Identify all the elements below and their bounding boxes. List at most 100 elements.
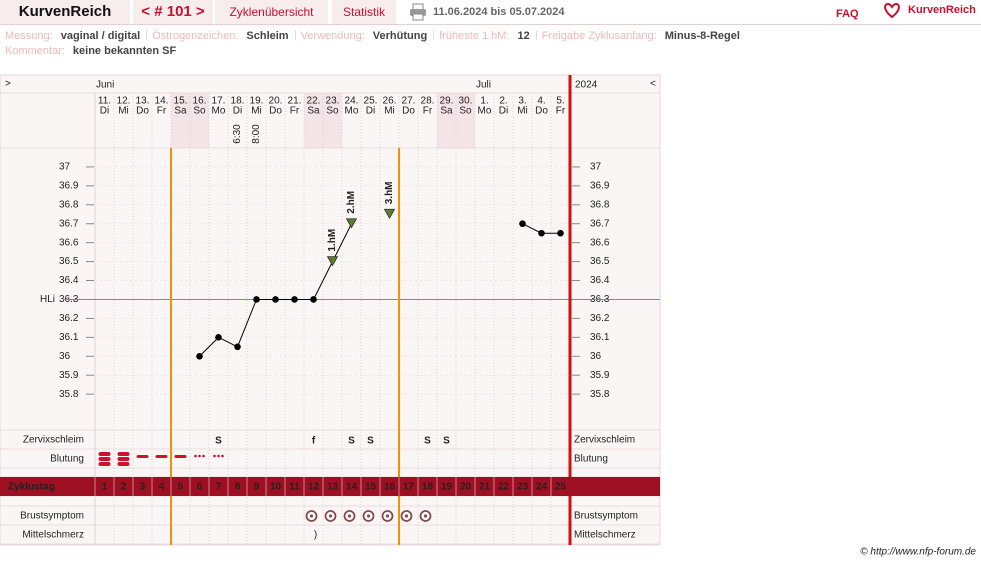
breast-symptom-mark [343,510,356,522]
weekend-shade [190,93,209,148]
bleeding-bar [117,457,130,461]
month-label: Juni [96,80,114,91]
bleeding-dot [202,454,205,458]
mucus-symbol: f [312,436,316,447]
cycle-day: 17 [403,482,415,493]
breast-symptom-mark [324,510,337,522]
y-tick-label: 35.8 [590,389,610,400]
cycle-day: 23 [517,482,529,493]
weekday-label: Mi [118,106,129,117]
info-line: Messung: vaginal / digital Östrogenzeichen… [5,30,746,42]
temperature-point [272,296,279,303]
weekend-shade [304,93,323,148]
info-label: früheste 1.hM: [439,30,510,42]
y-tick-label: 36.4 [590,275,610,286]
info-label: Messung: [5,30,53,42]
peak-marker [383,208,396,220]
top-bar: KurvenReich < # 101 > Zyklenübersicht St… [0,0,981,25]
y-tick-label: 36.5 [590,256,610,267]
weekday-label: Do [402,106,415,117]
nav-left: > [5,79,11,90]
temperature-point [196,352,203,360]
day-label: 4. [537,96,545,107]
info-value: keine bekannten SF [72,45,177,57]
weekday-label: Mi [251,106,262,117]
cycle-day: 6 [197,482,203,493]
day-label: 26. [383,96,397,107]
day-label: 29. [440,96,454,107]
cycle-day: 5 [178,482,184,493]
footer: © http://www.nfp-forum.de [860,547,976,558]
temperature-point [291,296,298,303]
y-tick-label: 36.9 [590,181,610,192]
cycle-day: 13 [327,482,339,493]
info-label: Östrogenzeichen: [152,30,239,42]
weekday-label: Mo [345,106,359,117]
cycle-day: 11 [289,482,300,493]
row-label: Brustsymptom [574,511,638,522]
chart-background [0,74,661,546]
weekend-shade [437,93,456,148]
weekday-label: Mo [478,106,492,117]
y-tick-label: 36.5 [59,256,79,267]
symptom-dot [309,514,314,518]
weekday-label: Sa [174,106,187,117]
temperature-point [234,343,241,351]
symptom-dot [423,514,428,518]
weekday-label: Fr [556,106,566,117]
temperature-point [557,229,564,237]
tab[interactable]: Statistik [332,0,396,24]
day-label: 17. [212,96,226,107]
bleeding-mark [136,455,149,458]
bleeding-bar [155,455,168,458]
weekday-label: Sa [307,106,320,117]
weekend-shade [171,93,190,148]
y-tick-label: 36.4 [59,275,79,286]
mucus-symbol: S [348,436,355,447]
faq-link[interactable]: FAQ [836,8,859,20]
day-label: 19. [250,96,264,107]
info-value: Minus-8-Regel [664,30,740,42]
bleeding-bar [117,452,130,456]
cycle-day: 8 [235,482,241,493]
cycle-nav[interactable]: < # 101 > [133,0,213,24]
y-tick-label: 36 [590,351,602,362]
row-label: Blutung [574,454,608,465]
row-label: Zervixschleim [574,435,635,446]
y-tick-label: 37 [590,162,602,173]
bleeding-mark [155,455,168,458]
bleeding-bar [136,455,149,458]
day-label: 20. [269,96,283,107]
info-value: vaginal / digital [60,30,141,42]
weekday-label: Di [100,106,109,117]
bleeding-bar [98,457,111,461]
cycle-day: 10 [270,482,282,493]
y-tick-label: 35.9 [590,370,610,381]
bleeding-bar [98,452,111,456]
cycle-day: 7 [216,482,222,493]
info-value: 12 [517,30,530,42]
month-label: Juli [476,80,491,91]
mucus-symbol: S [424,436,431,447]
bleeding-bar [174,455,187,458]
weekday-label: Fr [157,106,167,117]
day-label: 30. [459,96,473,107]
weekday-label: Di [233,106,242,117]
weekday-label: Mi [384,106,395,117]
cycle-day: 16 [384,482,396,493]
day-label: 16. [193,96,207,107]
breast-symptom-mark [400,510,413,522]
cycle-day: 14 [346,482,358,493]
y-tick-label: 36.9 [59,181,79,192]
print-icon[interactable] [409,3,427,21]
y-tick-label: 36.1 [59,332,79,343]
cycle-day: 19 [441,482,453,493]
tab[interactable]: Zyklenübersicht [215,0,328,24]
day-label: 5. [556,96,564,107]
weekday-label: Di [499,106,508,117]
cycle-day-row [0,477,660,496]
mucus-symbol: S [215,436,222,447]
peak-marker [345,218,358,229]
y-tick-label: 36.8 [590,199,610,210]
